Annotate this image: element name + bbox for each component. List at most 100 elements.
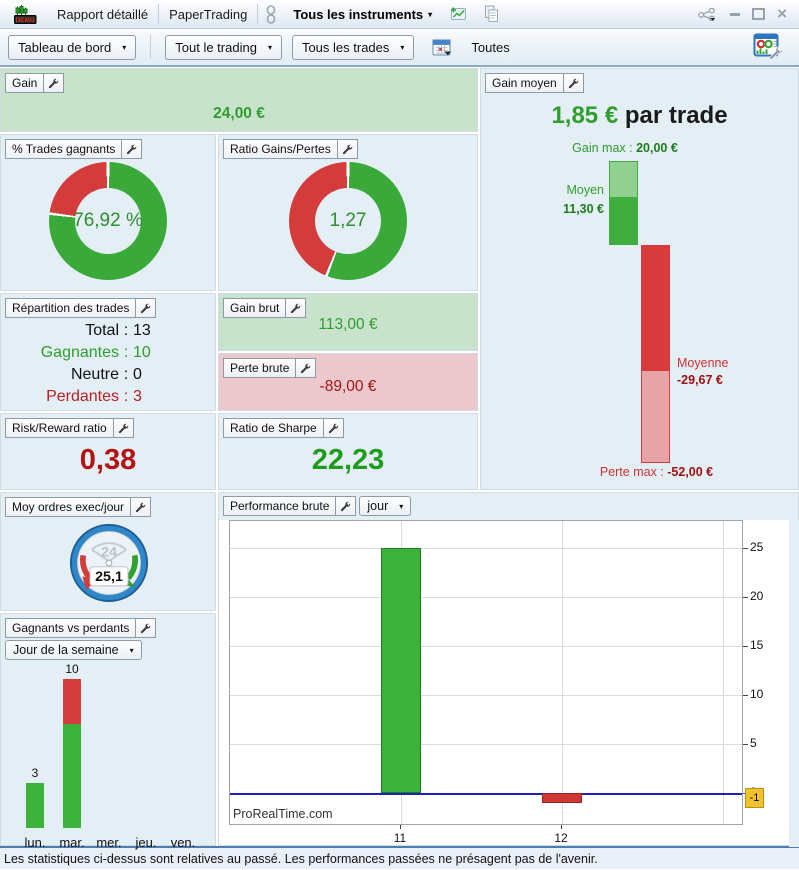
- repartition-row-total: Total:13: [85, 322, 151, 339]
- link-instruments-icon[interactable]: [258, 4, 284, 24]
- trading-scope-label: Tout le trading: [175, 39, 257, 55]
- gvp-groupby-dropdown[interactable]: Jour de la semaine ▾: [5, 640, 142, 660]
- y-axis-tick: [743, 695, 748, 696]
- perte-brute-value: -89,00 €: [319, 378, 377, 395]
- copy-report-icon[interactable]: [476, 5, 507, 23]
- chevron-down-icon: ▾: [267, 42, 272, 52]
- tab-rapport-detaille[interactable]: Rapport détaillé: [57, 6, 149, 22]
- gvp-total-label: 3: [31, 766, 39, 781]
- wrench-settings-button[interactable]: [112, 418, 134, 438]
- view-dropdown-button[interactable]: Tableau de bord ▾: [8, 34, 137, 60]
- add-chart-icon[interactable]: [441, 6, 476, 22]
- panel-sharpe: Ratio de Sharpe 22,23: [218, 413, 478, 490]
- gridline-v: [723, 521, 724, 824]
- gain-moyen-headline: 1,85 € par trade: [481, 102, 798, 130]
- gridline-h: [230, 597, 742, 598]
- risk-reward-value: 0,38: [79, 444, 137, 476]
- gridline-v: [562, 521, 563, 824]
- wrench-settings-button[interactable]: [135, 618, 157, 638]
- dashboard-main: Gain 24,00 € Gain moyen 1,85 € par trade…: [0, 67, 799, 850]
- maximize-button[interactable]: [746, 8, 771, 20]
- watermark: ProRealTime.com: [233, 807, 333, 821]
- performance-right-strip: [789, 520, 799, 847]
- minimize-button[interactable]: [724, 12, 746, 16]
- panel-gain-title: Gain: [5, 73, 45, 93]
- waterfall-moyenne-label: Moyenne: [677, 356, 729, 370]
- panel-risk-reward-title: Risk/Reward ratio: [5, 418, 114, 438]
- wrench-settings-button[interactable]: [135, 298, 157, 318]
- gvp-chart: 3 lun. 10 mar. mer. jeu. ven.: [1, 614, 215, 850]
- panel-risk-reward: Risk/Reward ratio 0,38: [0, 413, 216, 490]
- wrench-settings-button[interactable]: [335, 496, 357, 516]
- svg-text:25,1: 25,1: [95, 569, 123, 585]
- demo-account-icon: DEMO: [6, 4, 47, 25]
- panel-pct-title: % Trades gagnants: [5, 139, 123, 159]
- calendar-period-icon[interactable]: [424, 38, 461, 57]
- pct-gagnants-value: 76,92 %: [73, 210, 143, 231]
- panel-gagnants-perdants: Gagnants vs perdants Jour de la semaine …: [0, 613, 216, 850]
- panel-gain-brut: Gain brut 113,00 €: [218, 293, 478, 351]
- statusbar: Les statistiques ci-dessus sont relative…: [0, 846, 799, 869]
- waterfall-perte-max-segment: [641, 369, 670, 464]
- wrench-settings-button[interactable]: [322, 418, 344, 438]
- zero-line: [230, 793, 742, 795]
- waterfall-gain-max-label: Gain max : 20,00 €: [572, 141, 678, 155]
- ratio-gains-pertes-value: 1,27: [329, 210, 367, 231]
- tab-papertrading[interactable]: PaperTrading: [169, 6, 248, 22]
- wrench-settings-button[interactable]: [295, 358, 317, 378]
- sharpe-value: 22,23: [311, 444, 385, 476]
- instruments-dropdown-label: Tous les instruments: [293, 6, 424, 22]
- waterfall-moyen-value: 11,30 €: [562, 202, 604, 216]
- current-value-badge: -1: [745, 788, 764, 808]
- trades-filter-dropdown-button[interactable]: Tous les trades ▾: [291, 34, 415, 60]
- waterfall-gain-moyen-segment: [609, 197, 638, 245]
- gvp-category-label: mar.: [59, 835, 85, 850]
- y-axis-tick: [743, 548, 748, 549]
- gvp-bar-perdants: [63, 679, 81, 724]
- share-icon[interactable]: [690, 7, 724, 21]
- instruments-dropdown[interactable]: Tous les instruments ▾: [284, 7, 441, 22]
- wrench-settings-button[interactable]: [562, 73, 584, 93]
- wrench-settings-button[interactable]: [130, 497, 152, 517]
- trades-filter-label: Tous les trades: [301, 39, 390, 55]
- toolbar: Tableau de bord ▾ Tout le trading ▾ Tous…: [0, 29, 799, 67]
- gvp-category-label: mer.: [96, 835, 122, 850]
- gridline-h: [230, 744, 742, 745]
- gvp-category-label: jeu.: [135, 835, 157, 850]
- chevron-down-icon: ▾: [129, 645, 134, 655]
- gvp-groupby-label: Jour de la semaine: [13, 643, 119, 657]
- y-axis-label: 15: [750, 638, 764, 652]
- panel-repartition-title: Répartition des trades: [5, 298, 137, 318]
- titlebar-separator: [158, 4, 160, 24]
- x-axis-tick: [561, 825, 562, 829]
- performance-period-dropdown[interactable]: jour ▾: [359, 496, 412, 516]
- gvp-category-label: lun.: [24, 835, 46, 850]
- y-axis-tick: [743, 646, 748, 647]
- wrench-settings-button[interactable]: [336, 139, 358, 159]
- panel-repartition: Répartition des trades Total:13 Gagnante…: [0, 293, 216, 411]
- wrench-settings-button[interactable]: [285, 298, 307, 318]
- x-axis-label: 11: [393, 831, 407, 845]
- gain-brut-value: 113,00 €: [318, 316, 378, 333]
- chevron-down-icon: ▾: [399, 501, 404, 511]
- gridline-h: [230, 695, 742, 696]
- panel-moy-ordres-title: Moy ordres exec/jour: [5, 497, 132, 517]
- dashboard-settings-icon[interactable]: [745, 33, 791, 61]
- panel-gain-brut-title: Gain brut: [223, 298, 287, 318]
- y-axis-label: 5: [750, 736, 757, 750]
- y-axis-tick: [743, 597, 748, 598]
- gvp-bar-gagnants: [63, 723, 81, 828]
- wrench-settings-button[interactable]: [43, 73, 65, 93]
- perf-bar: [381, 548, 421, 793]
- gvp-bar-gagnants: [26, 783, 44, 828]
- wrench-settings-button[interactable]: [121, 139, 143, 159]
- close-button[interactable]: ×: [777, 4, 787, 23]
- y-axis-tick: [743, 744, 748, 745]
- panel-sharpe-title: Ratio de Sharpe: [223, 418, 324, 438]
- y-axis-label: 20: [750, 589, 764, 603]
- panel-ratio-title: Ratio Gains/Pertes: [223, 139, 338, 159]
- trading-scope-dropdown-button[interactable]: Tout le trading ▾: [165, 34, 282, 60]
- panel-gain: Gain 24,00 €: [0, 68, 478, 132]
- panel-gvp-title: Gagnants vs perdants: [5, 618, 137, 638]
- gain-moyen-suffix: par trade: [618, 102, 728, 129]
